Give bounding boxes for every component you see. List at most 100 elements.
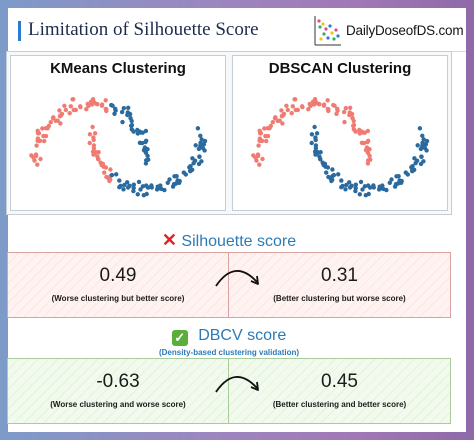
scatter-point [131,129,136,134]
scatter-point [67,111,72,116]
scatter-point [58,121,63,126]
scatter-point [117,178,122,183]
scatter-point [328,176,333,181]
scatter-point [353,188,358,194]
dbcv-dbscan-score: 0.45 [321,371,358,392]
silhouette-dbscan-cell: 0.31 (Better clustering but worse score) [229,253,450,317]
scatter-point [33,153,39,159]
scatter-point [37,138,42,144]
silhouette-heading-text: Silhouette score [181,233,297,250]
scatter-point [35,162,40,167]
scatter-point [264,138,269,144]
scatter-point [99,103,105,108]
scatter-point [358,179,364,185]
scatter-point [318,157,323,162]
dbcv-heading-text: DBCV score [198,327,287,344]
header: Limitation of Silhouette Score DailyDose… [8,8,466,52]
scatter-point [129,123,134,128]
scatter-point [175,180,180,185]
scatter-point [92,131,98,136]
curved-arrow-icon [215,376,259,393]
scatter-point [366,158,371,163]
scatter-point [339,178,344,183]
scatter-point [121,187,126,192]
scatter-point [38,156,43,162]
scatter-point [192,158,198,163]
scatter-point [311,102,317,107]
scatter-logo-icon [314,16,341,46]
scatter-point [102,170,107,175]
scatter-point [145,153,150,159]
scatter-point [136,179,142,185]
scatter-point [71,107,76,113]
scatter-point [84,107,89,112]
scatter-point [70,97,75,102]
scatter-point [421,137,426,142]
kmeans-panel: KMeans Clustering [10,55,226,211]
scatter-point [158,183,163,188]
scatter-point [125,180,130,185]
scatter-point [257,162,262,167]
scatter-point [417,126,423,131]
scatter-point [313,137,318,143]
scatter-point [255,153,261,159]
scatter-point [129,118,134,124]
scatter-point [341,109,347,115]
scatter-point [403,170,408,175]
scatter-point [35,131,41,136]
scatter-point [315,150,320,155]
scatter-point [96,157,101,162]
scatter-point [360,187,365,192]
scatter-point [365,139,370,145]
scatter-point [89,102,95,107]
scatter-point [353,129,358,134]
dbcv-score-box: -0.63 (Worse clustering and worse score)… [7,358,451,424]
scatter-point [144,183,149,188]
scatter-point [289,111,294,116]
scatter-point [200,145,205,151]
scatter-point [259,138,264,144]
scatter-point [309,132,315,137]
dbcv-kmeans-score: -0.63 [96,371,140,392]
scatter-point [135,192,140,197]
scatter-point [267,126,272,131]
scatter-point [424,138,430,144]
scatter-point [57,108,62,113]
scatter-point [357,192,362,197]
scatter-point [335,108,340,113]
scatter-point [300,104,305,109]
scatter-point [349,183,354,188]
scatter-point [122,182,127,188]
silhouette-kmeans-score: 0.49 [99,265,137,286]
scatter-point [262,126,267,131]
scatter-point [143,139,148,145]
scatter-point [279,108,284,113]
scatter-point [279,114,285,119]
scatter-point [42,138,47,144]
dbcv-dbscan-note: (Better clustering and better score) [272,400,407,409]
brand-logo: DailyDoseofDS.com [312,14,464,48]
scatter-point [422,145,427,151]
scatter-point [106,176,112,181]
scatter-point [314,131,320,136]
scatter-point [351,118,356,124]
scatter-point [256,143,261,148]
kmeans-scatter-plot [29,97,208,198]
scatter-point [410,164,415,169]
scatter-point [113,108,118,113]
dbscan-panel: DBSCAN Clustering [232,55,448,211]
scatter-point [103,165,109,170]
scatter-point [55,118,60,123]
scatter-point [380,183,385,188]
scatter-point [336,172,341,177]
scatter-point [109,102,114,108]
kmeans-title: KMeans Clustering [50,60,186,77]
scatter-point [265,133,271,139]
dbcv-dbscan-cell: 0.45 (Better clustering and better score… [229,359,450,423]
scatter-point [198,140,203,145]
dbcv-kmeans-note: (Worse clustering and worse score) [50,400,186,409]
scatter-point [62,103,67,108]
scatter-point [87,140,92,146]
scatter-point [362,184,368,189]
silhouette-score-box: 0.49 (Worse clustering but better score)… [7,252,451,318]
